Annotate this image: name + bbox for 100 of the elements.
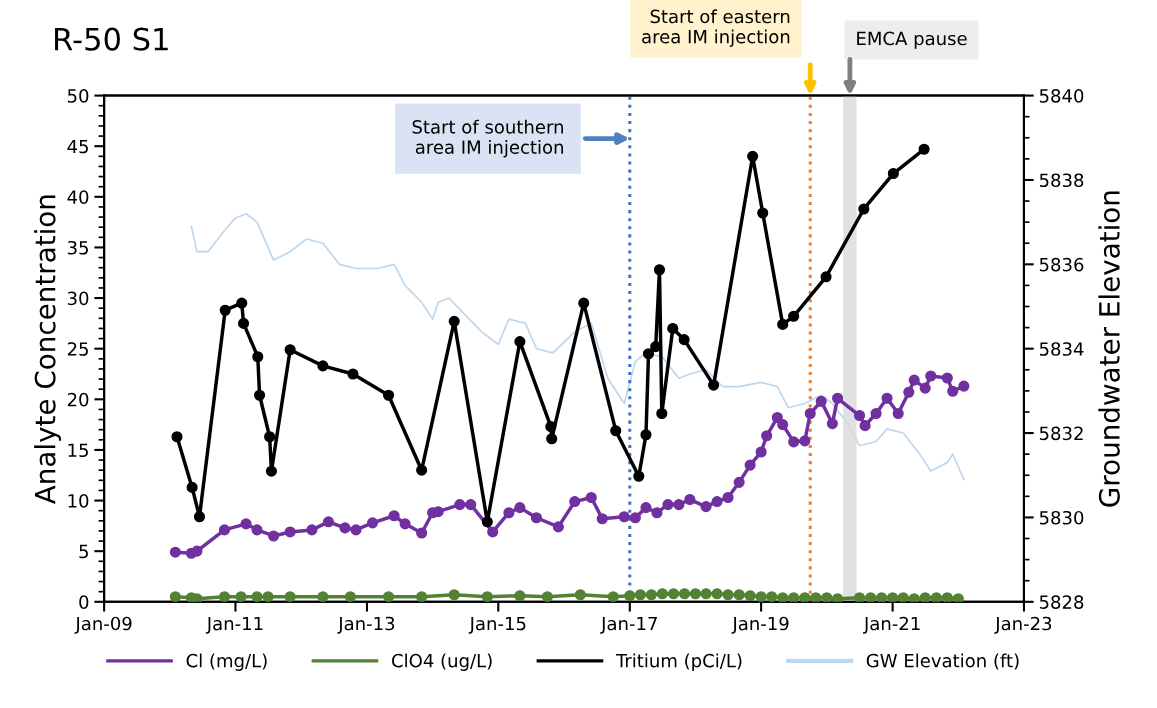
- point: [251, 591, 263, 602]
- point: [678, 334, 690, 346]
- y-tick-label: 40: [67, 190, 89, 204]
- y2-tick-label: 5836: [1039, 257, 1084, 272]
- point: [541, 591, 553, 602]
- point: [218, 591, 231, 602]
- point: [262, 591, 274, 602]
- point: [191, 593, 203, 602]
- x-tick-label: Jan-17: [600, 616, 657, 634]
- point: [858, 203, 870, 215]
- point: [810, 592, 822, 602]
- legend-label: GW Elevation (ft): [866, 653, 1019, 670]
- point: [799, 592, 811, 602]
- x-tick-label: Jan-11: [205, 616, 263, 634]
- point: [347, 368, 359, 380]
- y2-tick-label: 5834: [1039, 342, 1084, 356]
- point: [930, 592, 942, 602]
- point: [574, 589, 586, 601]
- point: [656, 407, 668, 420]
- y-tick-label: 5: [79, 544, 88, 559]
- point: [952, 593, 964, 602]
- point: [264, 431, 276, 443]
- point: [284, 591, 296, 602]
- y-tick-label: 30: [67, 291, 89, 306]
- point: [908, 593, 920, 602]
- point: [171, 431, 183, 443]
- point: [448, 589, 460, 601]
- point: [633, 470, 645, 482]
- y-tick-label: 35: [67, 240, 88, 255]
- line-series: [190, 212, 965, 481]
- point: [416, 464, 428, 476]
- point: [169, 591, 181, 602]
- point: [941, 592, 953, 602]
- point: [610, 425, 622, 437]
- point: [235, 591, 247, 602]
- point: [919, 592, 931, 602]
- point: [481, 516, 493, 528]
- point: [733, 589, 745, 601]
- band-label: EMCA pause: [857, 31, 967, 49]
- y2-tick-label: 5828: [1039, 595, 1084, 609]
- x-tick-label: Jan-09: [74, 616, 132, 634]
- point: [853, 592, 866, 602]
- point: [640, 429, 652, 441]
- y2-tick-label: 5830: [1039, 510, 1084, 525]
- point: [578, 297, 590, 309]
- point: [317, 360, 329, 372]
- point: [708, 379, 720, 391]
- y2-axis-title: Groundwater Elevation: [1098, 191, 1120, 507]
- point: [744, 590, 756, 602]
- point: [757, 207, 769, 219]
- point: [711, 588, 723, 600]
- point: [755, 591, 767, 602]
- point: [653, 264, 666, 276]
- point: [514, 590, 526, 602]
- x-tick-label: Jan-23: [994, 616, 1052, 634]
- point: [448, 315, 460, 327]
- point: [918, 143, 930, 155]
- point: [344, 591, 356, 602]
- legend-label: ClO4 (ug/L): [392, 653, 492, 671]
- y-tick-label: 20: [67, 392, 89, 407]
- x-tick-label: Jan-19: [731, 616, 789, 634]
- point: [887, 592, 899, 602]
- point: [821, 592, 833, 602]
- point: [766, 591, 778, 602]
- point: [865, 592, 877, 602]
- point: [545, 421, 557, 433]
- point: [186, 481, 198, 493]
- legend-label: Cl (mg/L): [186, 653, 267, 671]
- point: [416, 591, 428, 602]
- y-tick-label: 50: [67, 89, 89, 103]
- point: [252, 351, 264, 363]
- point: [514, 336, 526, 348]
- point: [642, 348, 655, 360]
- point: [788, 310, 800, 322]
- point: [546, 433, 558, 445]
- y2-tick-label: 5832: [1039, 426, 1083, 441]
- point: [284, 344, 296, 356]
- ref-line-label: Start of southern area IM injection: [412, 119, 563, 158]
- point: [897, 592, 909, 602]
- chart-title: R-50 S1: [55, 27, 168, 51]
- point: [254, 389, 266, 401]
- point: [777, 318, 789, 330]
- point: [667, 322, 679, 334]
- point: [777, 592, 789, 602]
- y-tick-label: 0: [79, 595, 89, 609]
- y2-tick-label: 5840: [1039, 89, 1084, 103]
- point: [645, 589, 657, 601]
- point: [193, 511, 206, 523]
- point: [747, 150, 759, 162]
- ref-line-label: Start of eastern area IM injection: [642, 9, 790, 47]
- point: [876, 592, 888, 602]
- point: [265, 465, 277, 477]
- point: [634, 589, 646, 601]
- legend-label: Tritium (pCi/L): [615, 653, 742, 671]
- point: [317, 591, 329, 602]
- x-tick-label: Jan-15: [468, 616, 526, 634]
- point: [382, 591, 395, 602]
- y-tick-label: 45: [67, 139, 88, 154]
- x-tick-label: Jan-13: [337, 616, 395, 634]
- point: [382, 389, 395, 401]
